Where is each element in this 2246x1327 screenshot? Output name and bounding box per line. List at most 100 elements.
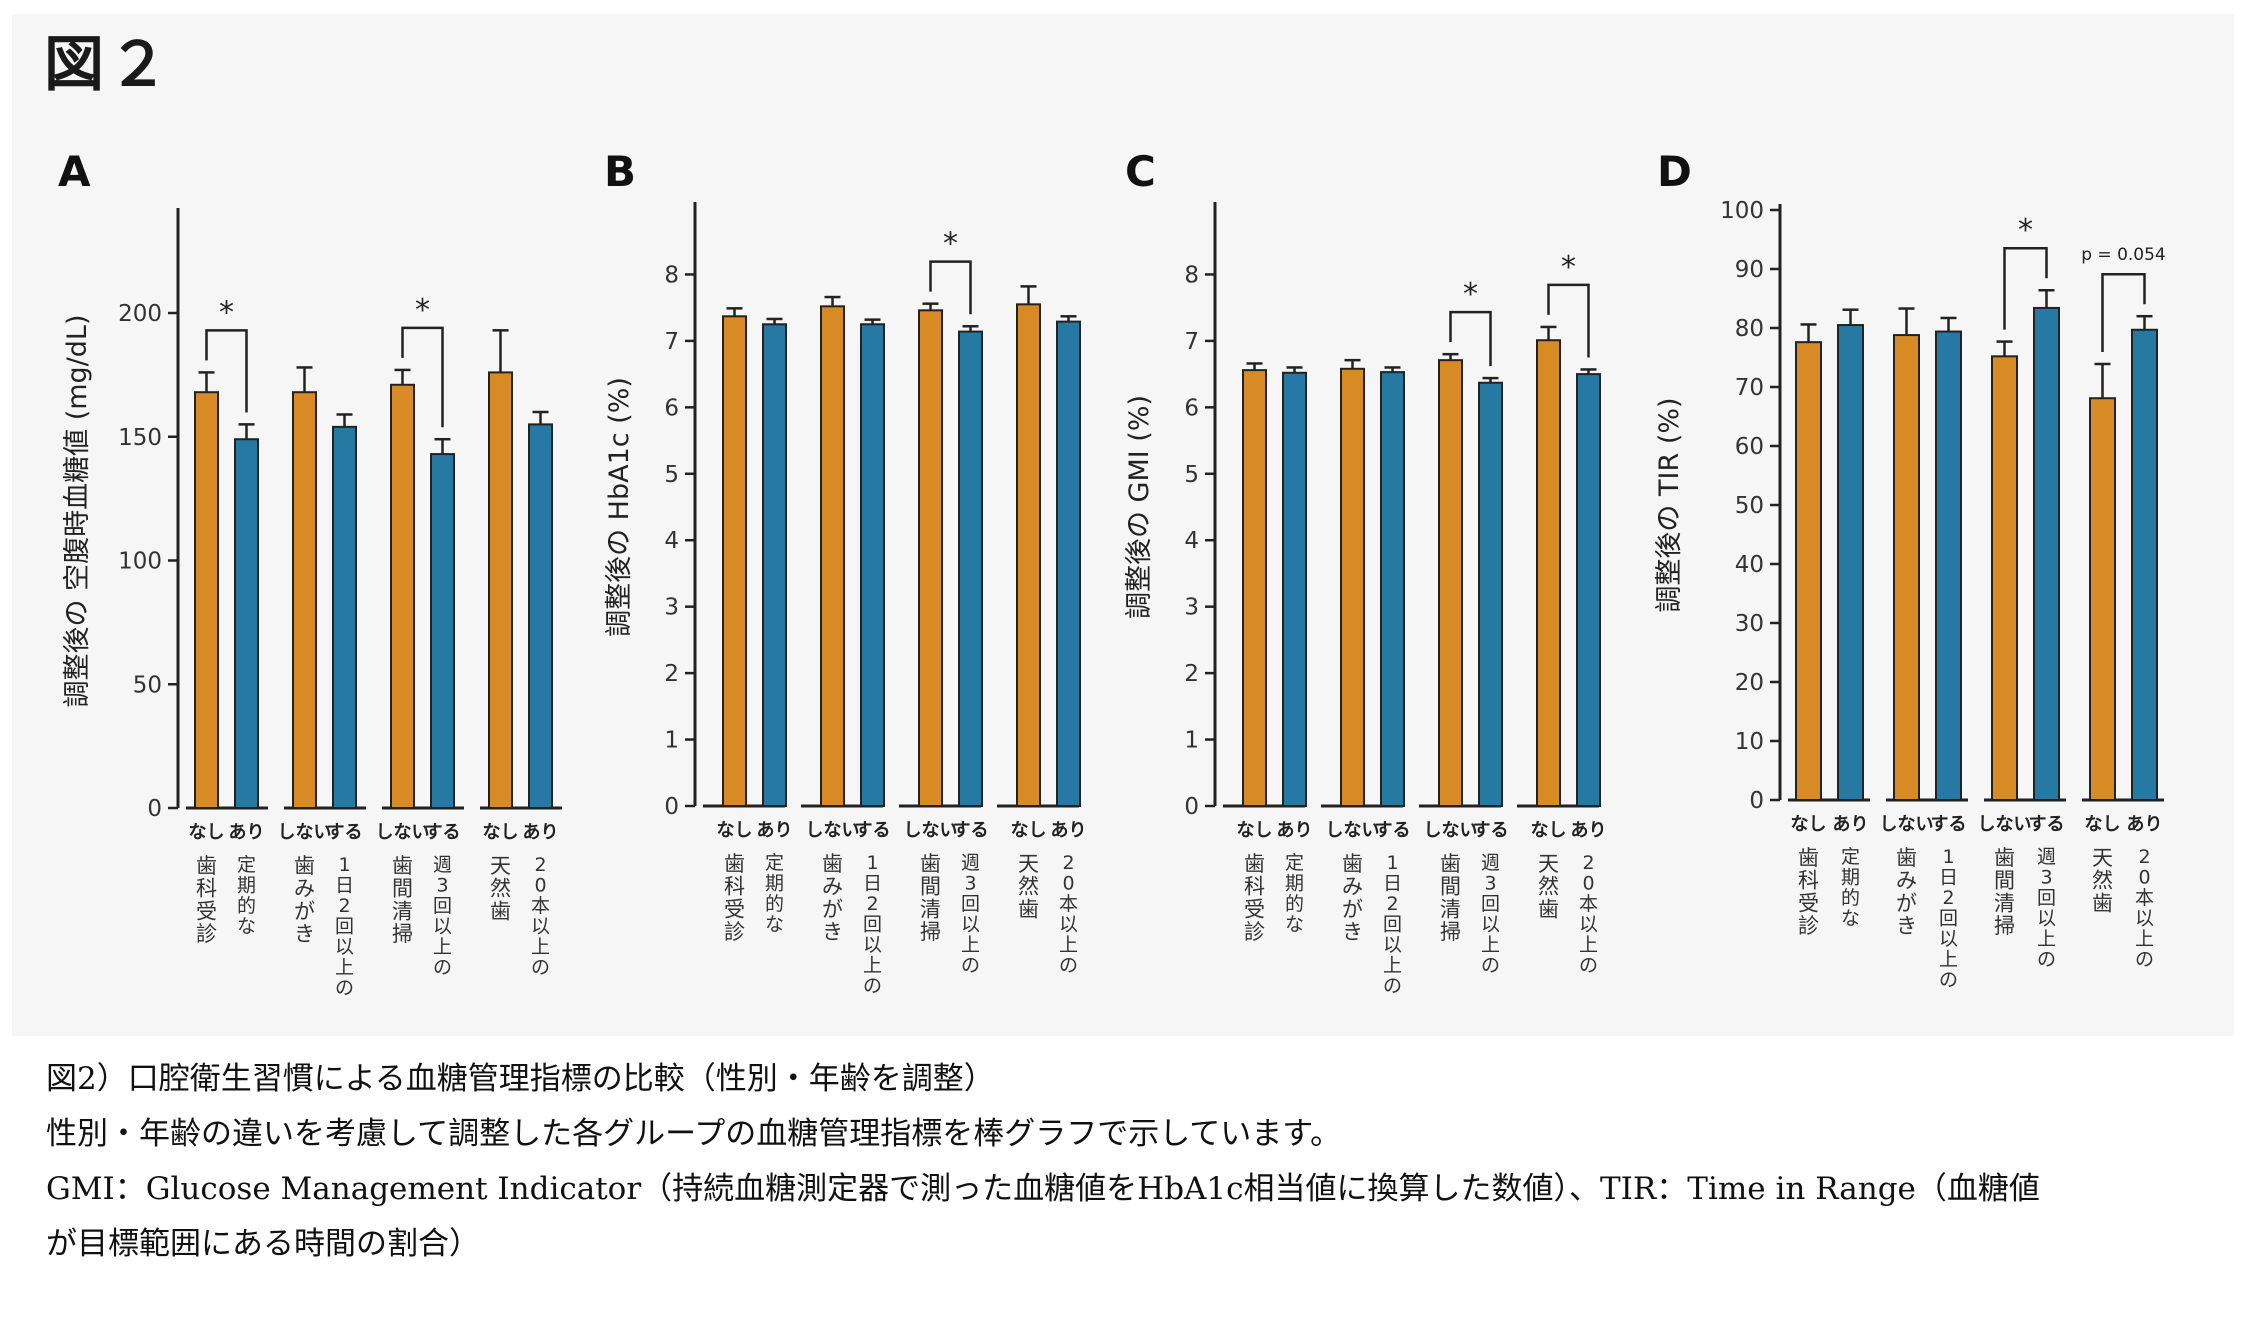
x-bar-label: しない xyxy=(1424,820,1478,841)
category-label-char: 回 xyxy=(961,893,980,915)
category-label-char: 期 xyxy=(1841,867,1860,889)
category-label-char: 定 xyxy=(765,852,784,874)
category-label-char: 上 xyxy=(2135,928,2154,950)
bar xyxy=(918,309,943,807)
category-label-char: 週 xyxy=(1481,852,1500,874)
caption-line-1: 図2）口腔衛生習慣による血糖管理指標の比較（性別・年齢を調整） xyxy=(46,1061,995,1097)
category-label-char: 以 xyxy=(1579,914,1598,936)
category-label-char: 回 xyxy=(1481,893,1500,915)
significance-bracket xyxy=(205,329,248,413)
category-label-char: き xyxy=(294,922,315,946)
category-label-char: 以 xyxy=(1383,934,1402,956)
significance-bracket xyxy=(2101,272,2146,352)
x-bar-label: する xyxy=(855,820,891,841)
category-label-char: 掃 xyxy=(920,920,941,944)
category-label-char: 歯 xyxy=(1342,852,1363,876)
y-tick-label: 8 xyxy=(1184,262,1199,288)
category-label-char: の xyxy=(1383,975,1402,997)
y-axis-label: 調整後の 空腹時血糖値 (mg/dL) xyxy=(62,315,93,708)
bar xyxy=(2131,328,2158,801)
bar xyxy=(1056,320,1081,807)
x-bar-label: しない xyxy=(1978,814,2032,835)
x-bar-label: なし xyxy=(1531,820,1567,841)
category-label-char: 回 xyxy=(1383,914,1402,936)
category-label-char: の xyxy=(1481,955,1500,977)
category-label-char: 上 xyxy=(433,936,452,958)
x-bar-label: しない xyxy=(1880,814,1934,835)
category-label-char: な xyxy=(1841,908,1860,930)
y-tick-label: 70 xyxy=(1735,375,1764,401)
category-label-char: 診 xyxy=(724,920,745,944)
category-label-char: 科 xyxy=(724,875,745,899)
category-label-char: 歯 xyxy=(724,852,745,876)
bar xyxy=(194,391,219,809)
category-label-char: 以 xyxy=(1481,914,1500,936)
category-label-char: 天 xyxy=(1538,852,1559,876)
category-label-char: 上 xyxy=(863,955,882,977)
x-bar-label: あり xyxy=(1571,820,1607,841)
category-label-char: の xyxy=(335,977,354,999)
x-bar-label: する xyxy=(953,820,989,841)
category-label-char: 回 xyxy=(335,916,354,938)
category-label-char: 然 xyxy=(1538,875,1559,899)
category-label-char: 科 xyxy=(1244,875,1265,899)
x-bar-label: する xyxy=(1375,820,1411,841)
y-tick-label: 90 xyxy=(1735,257,1764,283)
bar xyxy=(820,305,845,807)
category-label-char: 然 xyxy=(490,877,511,901)
category-label-char: 清 xyxy=(920,897,941,921)
category-label-char: 間 xyxy=(1440,875,1461,899)
y-tick-label: 150 xyxy=(118,425,162,451)
category-label-char: 上 xyxy=(1939,949,1958,971)
category-label-char: 0 xyxy=(1062,873,1074,895)
category-label-char: 以 xyxy=(961,914,980,936)
y-axis-label: 調整後の HbA1c (%) xyxy=(604,377,635,637)
category-label-char: の xyxy=(433,957,452,979)
significance-label: * xyxy=(943,227,958,262)
category-label-char: 歯 xyxy=(1994,846,2015,870)
y-tick-label: 5 xyxy=(1184,462,1199,488)
caption-line-4: が目標範囲にある時間の割合） xyxy=(46,1226,480,1262)
category-label-char: な xyxy=(1285,914,1304,936)
category-label-char: 上 xyxy=(2037,928,2056,950)
category-label-char: の xyxy=(863,975,882,997)
x-bar-label: あり xyxy=(2127,814,2163,835)
bar xyxy=(1282,371,1307,807)
category-label-char: 定 xyxy=(237,854,256,876)
category-label-char: な xyxy=(765,914,784,936)
x-bar-label: なし xyxy=(717,820,753,841)
x-bar-label: なし xyxy=(2085,814,2121,835)
category-label-char: が xyxy=(822,897,843,921)
category-label: 天然歯 xyxy=(490,854,511,923)
panel-label: D xyxy=(1657,147,1692,196)
category-label-char: 歯 xyxy=(1896,846,1917,870)
bar xyxy=(1016,303,1041,807)
x-bar-label: しない xyxy=(904,820,958,841)
category-label-char: 的 xyxy=(1285,893,1304,915)
category-label-char: 歯 xyxy=(822,852,843,876)
significance-label: p = 0.054 xyxy=(2081,245,2166,265)
bar xyxy=(488,371,513,809)
category-label-char: 清 xyxy=(392,899,413,923)
category-label-char: の xyxy=(2037,949,2056,971)
category-label: 天然歯 xyxy=(2092,846,2113,915)
